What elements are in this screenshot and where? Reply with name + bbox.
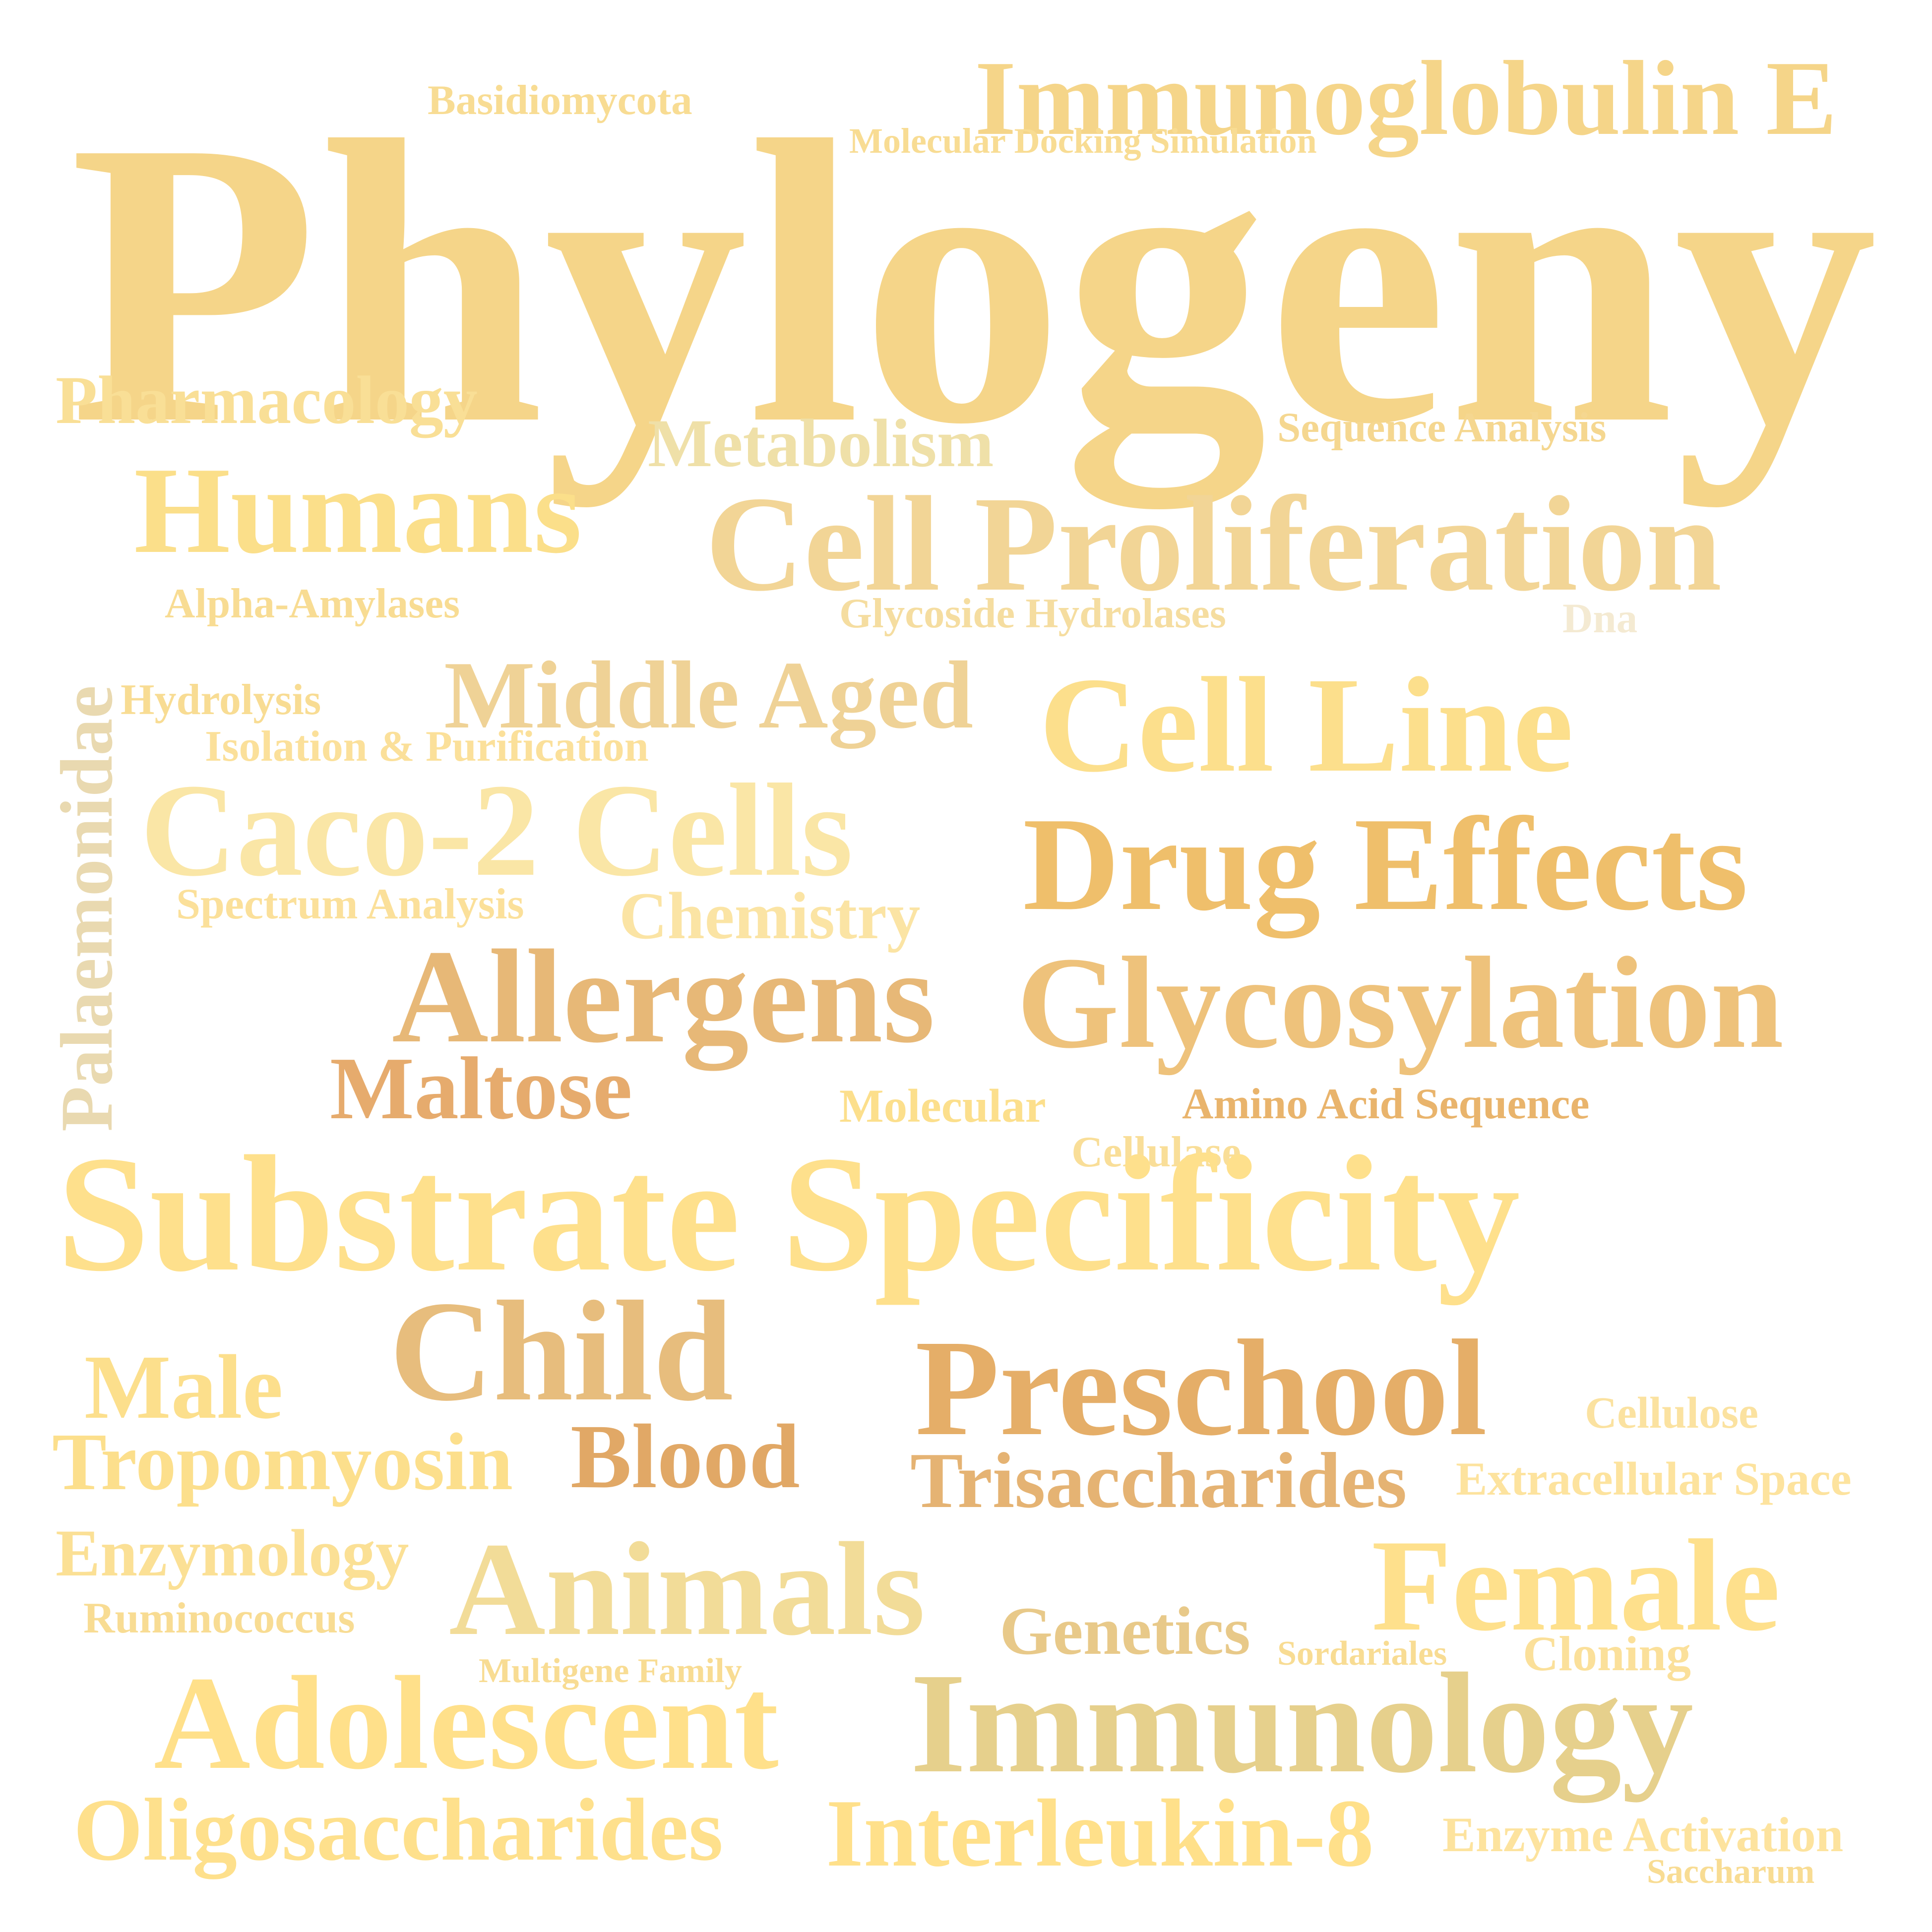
word-immunoglobulin-e: Immunoglobulin E [975,39,1837,157]
word-ruminococcus: Ruminococcus [83,1594,355,1642]
word-interleukin-8: Interleukin-8 [826,1780,1374,1887]
word-extracellular-space: Extracellular Space [1456,1452,1852,1505]
word-adolescent: Adolescent [154,1649,779,1797]
word-isolation-purification: Isolation & Purification [205,723,649,771]
word-preschool: Preschool [915,1312,1487,1464]
word-pharmacology: Pharmacology [56,362,478,438]
word-chemistry: Chemistry [619,879,921,953]
word-cellulase: Cellulase [1071,1128,1242,1176]
word-spectrum-analysis: Spectrum Analysis [176,880,524,928]
word-humans: Humans [134,442,582,579]
word-cellulose: Cellulose [1585,1389,1758,1438]
word-cell-line: Cell Line [1039,650,1574,800]
word-enzyme-activation: Enzyme Activation [1442,1807,1844,1862]
word-trisaccharides: Trisaccharides [910,1436,1407,1524]
word-male: Male [84,1336,283,1438]
word-glycoside-hydrolases: Glycoside Hydrolases [839,590,1226,637]
word-sordariales: Sordariales [1277,1634,1447,1673]
word-molecular: Molecular [839,1080,1046,1132]
word-tropomyosin: Tropomyosin [52,1416,513,1507]
word-saccharum: Saccharum [1647,1853,1815,1891]
word-amino-acid-sequence: Amino Acid Sequence [1182,1080,1590,1128]
word-alpha-amylases: Alpha-Amylases [165,580,460,627]
word-phylogeny: Phylogeny [69,58,1877,508]
word-allergens: Allergens [392,922,935,1071]
word-enzymology: Enzymology [56,1516,409,1590]
word-substrate-specificity: Substrate Specificity [57,1122,1520,1306]
word-cloning: Cloning [1523,1626,1691,1681]
word-immunology: Immunology [910,1643,1694,1803]
word-molecular-docking-simulation: Molecular Docking Simulation [849,121,1317,161]
word-maltose: Maltose [330,1039,632,1138]
word-basidiomycota: Basidiomycota [428,77,692,123]
word-caco-2-cells: Caco-2 Cells [140,756,853,904]
word-metabolism: Metabolism [648,405,994,481]
word-hydrolysis: Hydrolysis [121,676,321,724]
word-glycosylation: Glycosylation [1017,930,1784,1076]
word-sequence-analysis: Sequence Analysis [1277,404,1607,451]
word-cell-proliferation: Cell Proliferation [705,469,1722,619]
word-oligosaccharides: Oligosaccharides [73,1780,723,1879]
word-genetics: Genetics [999,1593,1250,1669]
word-drug-effects: Drug Effects [1023,790,1748,938]
word-female: Female [1371,1513,1780,1658]
word-multigene-family: Multigene Family [479,1652,742,1690]
word-child: Child [389,1271,734,1431]
word-animals: Animals [449,1515,926,1663]
word-middle-aged: Middle Aged [444,642,974,749]
word-palaemonidae: Palaemonidae [46,685,128,1132]
word-blood: Blood [570,1406,800,1508]
word-dna: Dna [1562,595,1638,642]
